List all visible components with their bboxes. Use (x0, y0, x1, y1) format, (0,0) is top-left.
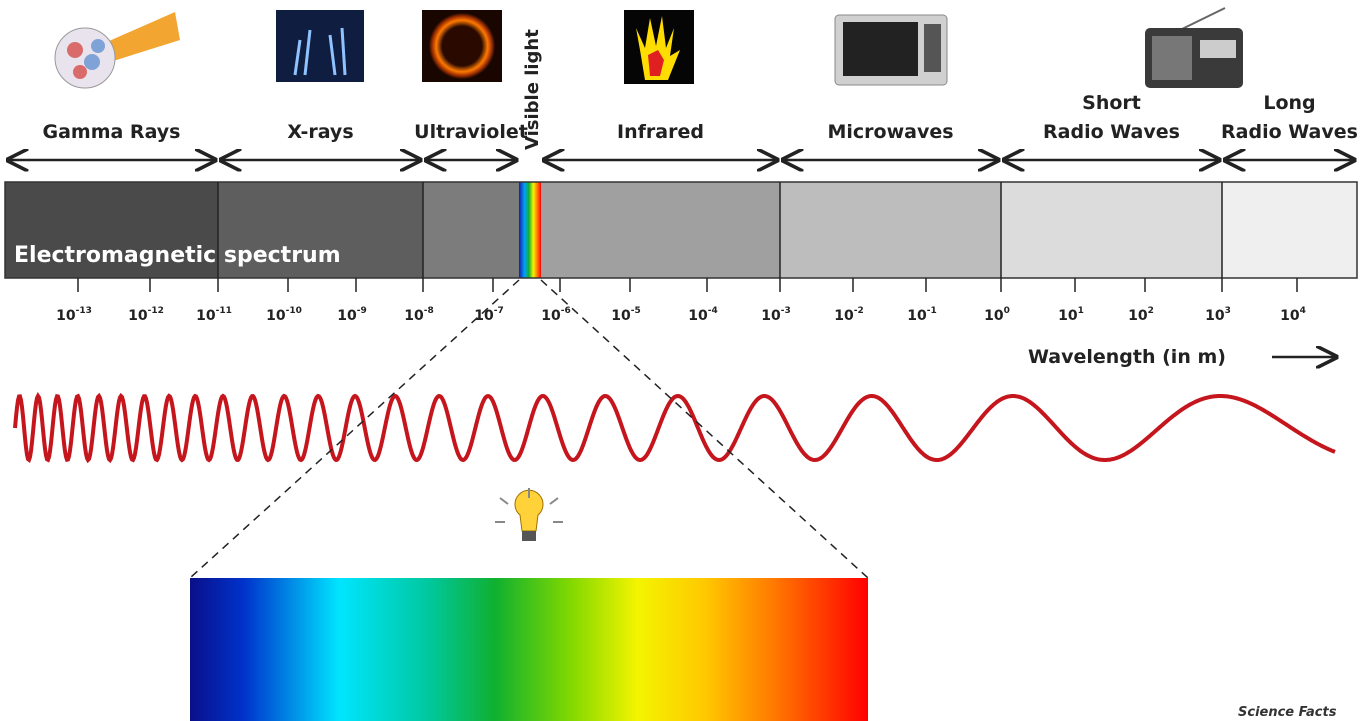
spectrum-label: Electromagnetic spectrum (14, 243, 341, 268)
tick-base: 10 (834, 308, 854, 324)
tick-label: 104 (1280, 306, 1306, 324)
tick-exponent: 2 (1148, 306, 1154, 316)
tick-exponent: 1 (1078, 306, 1084, 316)
diagram: Gamma Rays X-rays Ultraviolet Infrared Micro… (0, 0, 1363, 721)
tick-exponent: -11 (216, 306, 232, 316)
visible-band (519, 182, 541, 278)
tick-exponent: -5 (631, 306, 641, 316)
band (780, 182, 1001, 278)
tick-exponent: -12 (148, 306, 164, 316)
tick-base: 10 (404, 308, 424, 324)
tick-label: 101 (1058, 306, 1084, 324)
tick-label: 10-1 (907, 306, 936, 324)
tick-label: 10-2 (834, 306, 863, 324)
tick-base: 10 (474, 308, 494, 324)
tick-label: 10-6 (541, 306, 570, 324)
tick-label: 10-9 (337, 306, 366, 324)
tick-base: 10 (337, 308, 357, 324)
tick-exponent: -3 (781, 306, 791, 316)
tick-exponent: -6 (561, 306, 571, 316)
tick-base: 10 (1058, 308, 1078, 324)
visible-spectrum (190, 578, 868, 721)
page: { "bands": [ {"lines": ["Gamma Rays"]}, … (0, 0, 1363, 721)
tick-label: 10-10 (266, 306, 302, 324)
uv-icon (422, 10, 502, 82)
infrared-icon (624, 10, 694, 84)
tick-exponent: 3 (1225, 306, 1231, 316)
band-label: Short (1082, 92, 1141, 114)
bulb-icon (495, 488, 563, 541)
band-label: Gamma Rays (42, 121, 180, 143)
band-label: Radio Waves (1221, 121, 1358, 143)
tick-label: 103 (1205, 306, 1231, 324)
tick-exponent: -1 (927, 306, 937, 316)
tick-base: 10 (688, 308, 708, 324)
tick-label: 10-12 (128, 306, 164, 324)
radio-icon (1145, 8, 1243, 88)
tick-exponent: 0 (1004, 306, 1010, 316)
tick-label: 10-3 (761, 306, 790, 324)
band (1222, 182, 1357, 278)
xray-icon (276, 10, 364, 82)
tick-exponent: 4 (1300, 306, 1306, 316)
tick-label: 10-7 (474, 306, 503, 324)
tick-base: 10 (196, 308, 216, 324)
band-label: Microwaves (827, 121, 953, 143)
tick-exponent: -4 (708, 306, 718, 316)
tick-exponent: -10 (286, 306, 302, 316)
tick-exponent: -8 (424, 306, 434, 316)
axis-label: Wavelength (in m) (1028, 346, 1226, 368)
tick-base: 10 (128, 308, 148, 324)
logo: Science Facts (1238, 705, 1337, 720)
band (1001, 182, 1222, 278)
band-label: Radio Waves (1043, 121, 1180, 143)
visible-light-label: Visible light (522, 29, 543, 150)
tick-label: 10-13 (56, 306, 92, 324)
tick-exponent: -9 (357, 306, 367, 316)
tick-base: 10 (1128, 308, 1148, 324)
band-label: X-rays (287, 121, 353, 143)
tick-base: 10 (761, 308, 781, 324)
tick-label: 10-8 (404, 306, 433, 324)
tick-base: 10 (907, 308, 927, 324)
tick-label: 102 (1128, 306, 1154, 324)
gamma-icon (55, 12, 180, 88)
tick-base: 10 (1205, 308, 1225, 324)
band-label: Long (1263, 92, 1315, 114)
band-label: Ultraviolet (414, 121, 528, 143)
tick-label: 10-11 (196, 306, 232, 324)
band (541, 182, 780, 278)
tick-base: 10 (56, 308, 76, 324)
zoom-line (190, 280, 519, 578)
microwave-icon (835, 15, 947, 85)
tick-label: 100 (984, 306, 1010, 324)
band (423, 182, 519, 278)
tick-base: 10 (1280, 308, 1300, 324)
tick-exponent: -13 (76, 306, 92, 316)
tick-label: 10-4 (688, 306, 717, 324)
wave (15, 396, 1335, 460)
tick-base: 10 (611, 308, 631, 324)
tick-base: 10 (266, 308, 286, 324)
band-label: Infrared (617, 121, 704, 143)
tick-exponent: -2 (854, 306, 864, 316)
tick-label: 10-5 (611, 306, 640, 324)
tick-exponent: -7 (494, 306, 504, 316)
tick-base: 10 (541, 308, 561, 324)
tick-base: 10 (984, 308, 1004, 324)
